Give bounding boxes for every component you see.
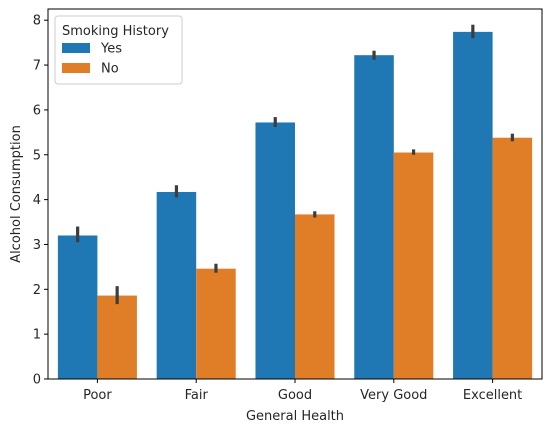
x-axis-label: General Health <box>246 409 344 424</box>
legend: Smoking History Yes No <box>54 15 183 85</box>
legend-items: Yes No <box>62 42 122 77</box>
error-bars-layer <box>76 24 514 305</box>
legend-swatch <box>62 43 90 53</box>
y-tick-label: 3 <box>33 238 41 253</box>
x-tick-label: Good <box>278 388 312 403</box>
y-tick-label: 7 <box>33 59 41 74</box>
y-axis: 0 1 2 3 4 5 6 7 8 <box>33 14 48 388</box>
y-axis-label: Alcohol Consumption <box>9 125 24 263</box>
x-tick-label: Fair <box>185 388 209 403</box>
legend-label: Yes <box>100 42 122 57</box>
bar <box>393 152 434 379</box>
bar <box>492 137 533 379</box>
bar <box>295 214 335 379</box>
bar <box>255 122 295 379</box>
y-tick-label: 1 <box>33 328 41 343</box>
legend-title: Smoking History <box>62 24 169 39</box>
y-tick-label: 4 <box>33 193 41 208</box>
y-tick-label: 0 <box>33 373 41 388</box>
y-tick-label: 6 <box>33 103 41 118</box>
bars-layer <box>57 31 533 379</box>
x-tick-label: Very Good <box>360 388 427 403</box>
bar <box>156 191 197 379</box>
y-tick-label: 8 <box>33 14 41 29</box>
bar <box>196 268 236 379</box>
x-tick-label: Poor <box>83 388 112 403</box>
x-axis: Poor Fair Good Very Good Excellent <box>83 379 522 403</box>
y-tick-label: 2 <box>33 283 41 298</box>
bar <box>453 31 493 379</box>
legend-swatch <box>62 63 90 73</box>
y-tick-label: 5 <box>33 148 41 163</box>
x-tick-label: Excellent <box>463 388 522 403</box>
bar <box>354 55 394 379</box>
bar <box>57 235 98 379</box>
bar <box>97 295 137 379</box>
legend-label: No <box>101 62 119 77</box>
